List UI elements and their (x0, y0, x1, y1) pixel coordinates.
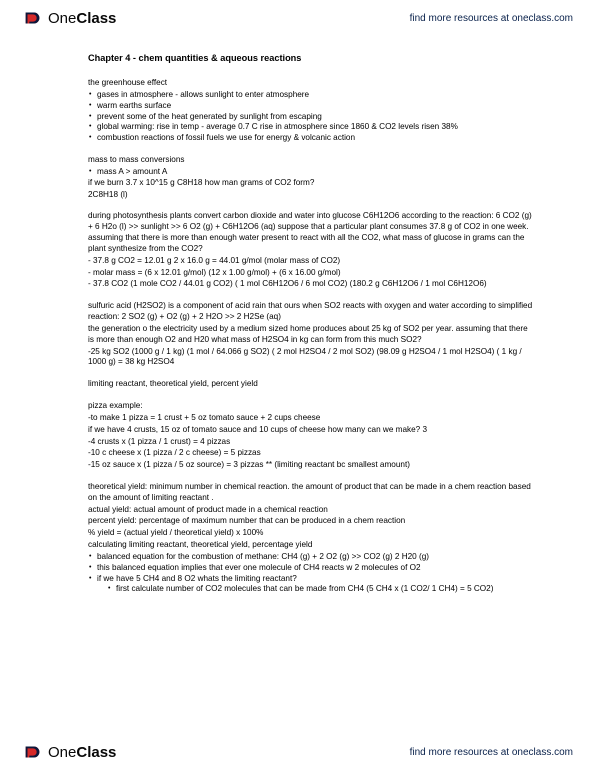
calc-line: - 37.8 CO2 (1 mole CO2 / 44.01 g CO2) ( … (88, 279, 533, 290)
page-header: OneClass find more resources at oneclass… (0, 0, 595, 36)
page-footer: OneClass find more resources at oneclass… (0, 734, 595, 770)
photo-calcs: - 37.8 g CO2 = 12.01 g 2 x 16.0 g = 44.0… (88, 256, 533, 290)
list-item: prevent some of the heat generated by su… (88, 112, 533, 123)
section-mass-conversions: mass to mass conversions mass A > amount… (88, 155, 533, 200)
list-item-text: if we have 5 CH4 and 8 O2 whats the limi… (97, 574, 297, 583)
list-item: mass A > amount A (88, 167, 533, 178)
yield-bullets: balanced equation for the combustion of … (88, 552, 533, 595)
section-sulfuric: sulfuric acid (H2SO2) is a component of … (88, 301, 533, 368)
yield-sublist: first calculate number of CO2 molecules … (97, 584, 533, 595)
list-item: warm earths surface (88, 101, 533, 112)
pizza-line: -to make 1 pizza = 1 crust + 5 oz tomato… (88, 413, 533, 424)
yield-line: actual yield: actual amount of product m… (88, 505, 533, 516)
brand-class: Class (76, 10, 116, 27)
brand-text: OneClass (48, 10, 116, 27)
brand-logo: OneClass (22, 741, 116, 763)
document-body: Chapter 4 - chem quantities & aqueous re… (88, 52, 533, 726)
section-photosynthesis: during photosynthesis plants convert car… (88, 211, 533, 290)
section-greenhouse: the greenhouse effect gases in atmospher… (88, 78, 533, 144)
chapter-title: Chapter 4 - chem quantities & aqueous re… (88, 52, 533, 64)
list-item: combustion reactions of fossil fuels we … (88, 133, 533, 144)
section-yield: theoretical yield: minimum number in che… (88, 482, 533, 595)
footer-resources-link[interactable]: find more resources at oneclass.com (410, 747, 573, 758)
sulfur-paragraph: sulfuric acid (H2SO2) is a component of … (88, 301, 533, 323)
mass-heading: mass to mass conversions (88, 155, 533, 166)
yield-line: percent yield: percentage of maximum num… (88, 516, 533, 527)
yield-line: theoretical yield: minimum number in che… (88, 482, 533, 504)
pizza-line: -4 crusts x (1 pizza / 1 crust) = 4 pizz… (88, 437, 533, 448)
greenhouse-list: gases in atmosphere - allows sunlight to… (88, 90, 533, 144)
mass-line: if we burn 3.7 x 10^15 g C8H18 how man g… (88, 178, 533, 189)
list-item: balanced equation for the combustion of … (88, 552, 533, 563)
calc-line: - molar mass = (6 x 12.01 g/mol) (12 x 1… (88, 268, 533, 279)
pizza-line: -10 c cheese x (1 pizza / 2 c cheese) = … (88, 448, 533, 459)
limiting-heading: limiting reactant, theoretical yield, pe… (88, 379, 533, 390)
list-item: this balanced equation implies that ever… (88, 563, 533, 574)
pizza-line: -15 oz sauce x (1 pizza / 5 oz source) =… (88, 460, 533, 471)
list-item: gases in atmosphere - allows sunlight to… (88, 90, 533, 101)
pizza-line: if we have 4 crusts, 15 oz of tomato sau… (88, 425, 533, 436)
brand-one: One (48, 10, 76, 27)
mass-list: mass A > amount A (88, 167, 533, 178)
list-item: if we have 5 CH4 and 8 O2 whats the limi… (88, 574, 533, 596)
calc-line: - 37.8 g CO2 = 12.01 g 2 x 16.0 g = 44.0… (88, 256, 533, 267)
list-item: first calculate number of CO2 molecules … (107, 584, 533, 595)
logo-icon (22, 7, 44, 29)
photo-paragraph: during photosynthesis plants convert car… (88, 211, 533, 254)
brand-one: One (48, 744, 76, 761)
mass-line: 2C8H18 (l) (88, 190, 533, 201)
calc-line: -25 kg SO2 (1000 g / 1 kg) (1 mol / 64.0… (88, 347, 533, 369)
yield-line: calculating limiting reactant, theoretic… (88, 540, 533, 551)
section-pizza: pizza example: -to make 1 pizza = 1 crus… (88, 401, 533, 471)
header-resources-link[interactable]: find more resources at oneclass.com (410, 13, 573, 24)
logo-icon (22, 741, 44, 763)
brand-text: OneClass (48, 744, 116, 761)
yield-line: % yield = (actual yield / theoretical yi… (88, 528, 533, 539)
greenhouse-heading: the greenhouse effect (88, 78, 533, 89)
brand-logo: OneClass (22, 7, 116, 29)
sulfur-paragraph: the generation o the electricity used by… (88, 324, 533, 346)
pizza-heading: pizza example: (88, 401, 533, 412)
list-item: global warming: rise in temp - average 0… (88, 122, 533, 133)
brand-class: Class (76, 744, 116, 761)
